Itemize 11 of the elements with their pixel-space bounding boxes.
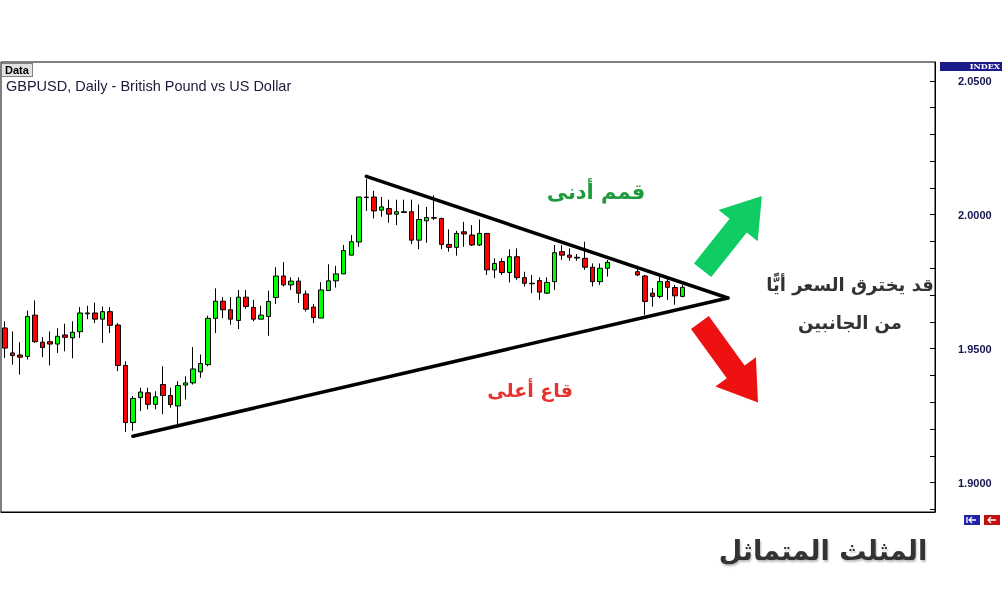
text: GBPUSD, Daily - British Pound vs US Dollar (6, 78, 292, 95)
y2-tick-label: 2.0500 (958, 74, 992, 87)
annotation: قد يخترق السعر أيًّا من الجانبين (766, 271, 934, 336)
y2-tick-label: 1.9500 (958, 342, 992, 355)
annotation: Data (1, 63, 33, 77)
y2-axis-title: INDEX (940, 61, 1002, 71)
text: المثلث المتماثل (718, 534, 928, 568)
y2-tick-label: 1.9000 (958, 476, 992, 489)
annotation: قمم أدنى (546, 178, 646, 206)
y2-tick-label: 2.0000 (958, 208, 992, 221)
annotation: قاع أعلى (487, 377, 573, 403)
